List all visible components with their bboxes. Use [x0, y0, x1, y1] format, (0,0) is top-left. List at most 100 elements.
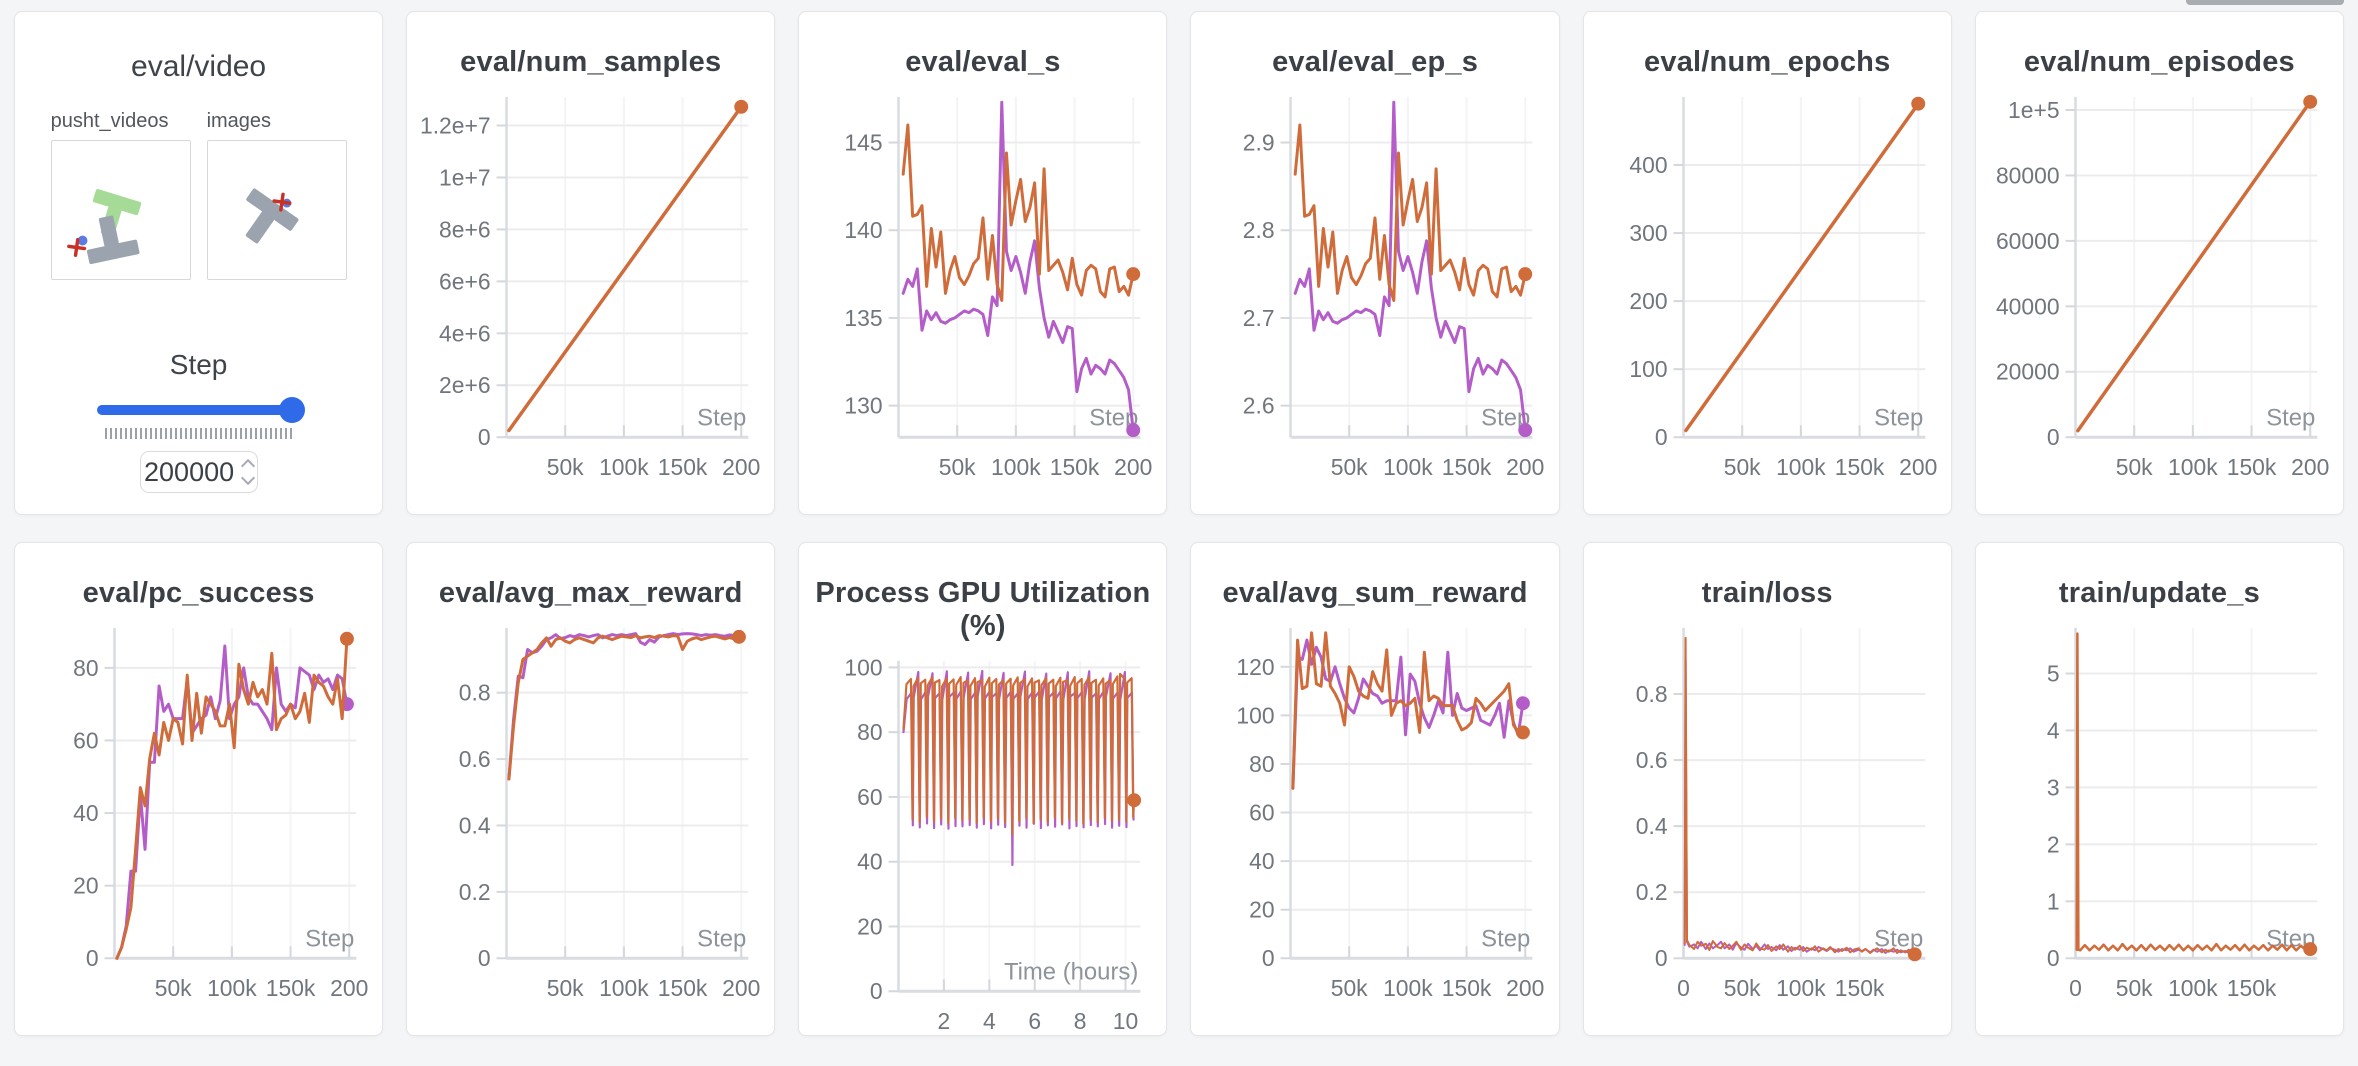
svg-text:1e+5: 1e+5: [2008, 97, 2060, 123]
thumb-images[interactable]: images: [206, 110, 347, 285]
chart-eval-avg-sum-reward[interactable]: 0 20 40 60 80 100 120 50k 100k 150k 200 Step: [1191, 614, 1558, 1018]
svg-text:10: 10: [1113, 1008, 1138, 1034]
chart-title: eval/num_episodes: [2023, 46, 2295, 78]
chart-gpu-utilization[interactable]: 0 20 40 60 80 100 2 4 6 8 10 Time (hours): [799, 647, 1166, 1036]
panel-eval-avg-sum-reward: eval/avg_sum_reward 0 20 40 60 80 100 120 50k 10…: [1190, 542, 1560, 1036]
svg-text:3: 3: [2047, 774, 2060, 800]
svg-text:200: 200: [1899, 454, 1937, 480]
svg-text:60: 60: [1250, 799, 1275, 825]
pusht-video-frame[interactable]: [50, 140, 191, 280]
svg-text:60: 60: [857, 784, 882, 810]
panel-title: eval/video: [131, 50, 267, 83]
svg-text:50k: 50k: [155, 975, 192, 1001]
thumb-pusht-videos[interactable]: pusht_videos: [50, 110, 191, 285]
svg-text:150k: 150k: [1834, 454, 1884, 480]
panel-eval-eval-ep-s: eval/eval_ep_s 2.6 2.7 2.8 2.9 50k 100k 150k 20…: [1190, 11, 1560, 515]
panel-eval-avg-max-reward: eval/avg_max_reward 0 0.2 0.4 0.6 0.8 50k 100k…: [406, 542, 776, 1036]
chart-eval-avg-max-reward[interactable]: 0 0.2 0.4 0.6 0.8 50k 100k 150k 200 Step: [407, 614, 774, 1018]
svg-text:150k: 150k: [1442, 975, 1492, 1001]
svg-text:80: 80: [857, 719, 882, 745]
svg-text:100: 100: [1237, 702, 1275, 728]
svg-text:200: 200: [1629, 288, 1667, 314]
svg-text:0.6: 0.6: [1635, 747, 1667, 773]
svg-text:50k: 50k: [547, 975, 584, 1001]
svg-text:2e+6: 2e+6: [439, 372, 491, 398]
chart-title: eval/num_epochs: [1644, 46, 1891, 78]
step-slider-label: Step: [169, 349, 228, 380]
svg-text:8e+6: 8e+6: [439, 216, 491, 242]
image-frame[interactable]: [206, 140, 347, 280]
svg-text:135: 135: [845, 305, 883, 331]
step-value[interactable]: 200000: [144, 456, 235, 487]
svg-text:200: 200: [1507, 454, 1545, 480]
step-slider[interactable]: [96, 397, 305, 423]
svg-text:0: 0: [870, 978, 883, 1004]
svg-text:200: 200: [722, 454, 760, 480]
chart-title: eval/pc_success: [82, 577, 315, 609]
panel-eval-video: eval/video pusht_videos: [14, 11, 384, 515]
panel-gpu-utilization: Process GPU Utilization (%) 0 20 40 60 80 100…: [798, 542, 1168, 1036]
svg-text:150k: 150k: [2227, 454, 2277, 480]
svg-text:150k: 150k: [266, 975, 316, 1001]
svg-text:130: 130: [845, 393, 883, 419]
svg-text:0.4: 0.4: [1635, 813, 1667, 839]
panel-train-loss: train/loss 0 0.2 0.4 0.6 0.8 0 50k 100k 150k Step: [1582, 542, 1952, 1036]
svg-text:0.8: 0.8: [459, 680, 491, 706]
svg-text:100k: 100k: [991, 454, 1041, 480]
svg-text:40: 40: [857, 849, 882, 875]
svg-text:40000: 40000: [1996, 293, 2060, 319]
chart-eval-num-epochs[interactable]: 0 100 200 300 400 50k 100k 150k 200 Step: [1584, 83, 1951, 497]
svg-text:100k: 100k: [1384, 975, 1434, 1001]
agent-dot: [77, 235, 88, 246]
step-value-stepper[interactable]: [241, 458, 256, 486]
svg-text:80: 80: [1250, 751, 1275, 777]
svg-text:0: 0: [1262, 945, 1275, 971]
chart-eval-pc-success[interactable]: 0 20 40 60 80 50k 100k 150k 200 Step: [15, 614, 382, 1018]
panel-eval-num-samples: eval/num_samples 0 2e+6 4e+6 6e+6 8e+6 1e+7 1.…: [406, 11, 776, 515]
slider-track[interactable]: [96, 405, 301, 415]
chart-eval-num-samples[interactable]: 0 2e+6 4e+6 6e+6 8e+6 1e+7 1.2e+7 50k 100k 150k 20…: [407, 83, 774, 497]
svg-text:100k: 100k: [1776, 975, 1826, 1001]
svg-text:80000: 80000: [1996, 162, 2060, 188]
gray-tee-shape: [245, 188, 299, 244]
step-value-input[interactable]: 200000: [139, 451, 258, 493]
svg-text:150k: 150k: [2227, 975, 2277, 1001]
svg-text:1.2e+7: 1.2e+7: [420, 112, 491, 138]
gray-tee-shape: [86, 215, 140, 265]
svg-text:300: 300: [1629, 220, 1667, 246]
svg-text:20: 20: [1250, 897, 1275, 923]
slider-thumb[interactable]: [278, 397, 305, 423]
svg-text:60: 60: [73, 727, 98, 753]
chart-title: eval/eval_ep_s: [1272, 46, 1479, 78]
svg-text:0: 0: [1655, 424, 1668, 450]
thumb-label: pusht_videos: [50, 110, 169, 132]
stepper-down-icon[interactable]: [241, 470, 256, 486]
svg-text:2: 2: [2047, 831, 2060, 857]
svg-text:0.2: 0.2: [459, 879, 491, 905]
svg-text:140: 140: [845, 217, 883, 243]
svg-text:100: 100: [1629, 356, 1667, 382]
svg-text:50k: 50k: [1331, 454, 1368, 480]
svg-text:50k: 50k: [2116, 975, 2153, 1001]
chart-eval-num-episodes[interactable]: 0 20000 40000 60000 80000 1e+5 50k 100k 150k 200 S…: [1976, 83, 2343, 497]
svg-text:400: 400: [1629, 152, 1667, 178]
svg-text:0: 0: [1655, 945, 1668, 971]
svg-text:50k: 50k: [547, 454, 584, 480]
target-cross-icon: [271, 192, 292, 212]
svg-text:8: 8: [1074, 1008, 1087, 1034]
svg-text:2.9: 2.9: [1243, 129, 1275, 155]
svg-text:0: 0: [2069, 975, 2082, 1001]
svg-text:50k: 50k: [939, 454, 976, 480]
svg-text:6e+6: 6e+6: [439, 268, 491, 294]
svg-text:100k: 100k: [207, 975, 257, 1001]
svg-text:1: 1: [2047, 888, 2060, 914]
svg-text:200: 200: [722, 975, 760, 1001]
svg-text:4: 4: [983, 1008, 996, 1034]
thumb-label: images: [206, 110, 272, 132]
svg-text:100k: 100k: [2168, 454, 2218, 480]
